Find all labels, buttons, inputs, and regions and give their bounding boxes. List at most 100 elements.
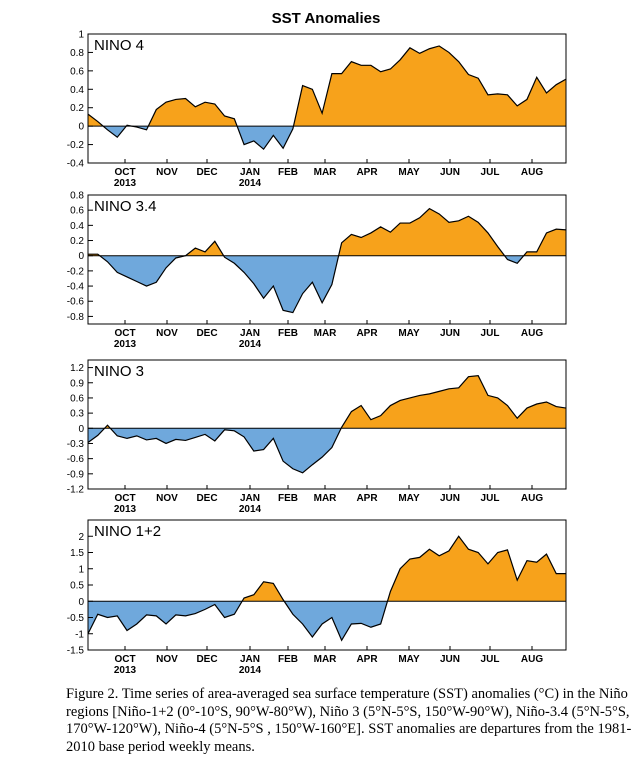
panel-nino-3-4: -0.8 -0.6 -0.4 -0.2 0 0.2 0.4 0.6 0.8 OCT NOV DEC JA…: [67, 191, 567, 350]
x-year-label: 2013: [114, 665, 137, 676]
panel-frame: [87, 359, 567, 490]
x-month-label: FEB: [278, 654, 298, 665]
x-month-label: MAR: [314, 493, 338, 504]
x-month-label: FEB: [278, 328, 298, 339]
x-month-label: JAN: [240, 654, 260, 665]
x-month-label: JUL: [481, 328, 500, 339]
y-tick-label: 1.2: [70, 363, 84, 374]
x-month-label: AUG: [521, 493, 543, 504]
x-month-label: DEC: [196, 654, 217, 665]
x-month-label: DEC: [196, 328, 217, 339]
x-month-label: MAY: [398, 493, 420, 504]
x-month-label: APR: [356, 328, 378, 339]
x-month-label: MAR: [314, 654, 338, 665]
x-month-label: JUN: [440, 167, 460, 178]
x-month-label: AUG: [521, 167, 543, 178]
x-month-label: OCT: [114, 654, 135, 665]
x-month-label: APR: [356, 493, 378, 504]
chart-title: SST Anomalies: [272, 10, 381, 27]
x-month-label: MAY: [398, 167, 420, 178]
x-year-label: 2014: [239, 504, 262, 515]
x-month-label: APR: [356, 167, 378, 178]
x-month-label: APR: [356, 654, 378, 665]
x-month-label: JUN: [440, 654, 460, 665]
y-tick-label: -0.5: [67, 613, 85, 624]
y-tick-label: -0.2: [67, 140, 85, 151]
y-tick-label: 0: [78, 251, 84, 262]
y-tick-label: 1.5: [70, 548, 84, 559]
x-month-label: NOV: [156, 654, 178, 665]
y-tick-label: -0.4: [67, 159, 85, 170]
x-month-label: NOV: [156, 167, 178, 178]
anomaly-line: [87, 375, 567, 474]
x-year-label: 2013: [114, 339, 137, 350]
y-tick-label: 0.9: [70, 378, 84, 389]
y-tick-label: -0.8: [67, 312, 85, 323]
panel-label: NINO 3.4: [94, 198, 157, 215]
panel-nino-3: -1.2 -0.9 -0.6 -0.3 0 0.3 0.6 0.9 1.2 OCT NOV DEC JA…: [67, 359, 567, 515]
x-month-label: FEB: [278, 167, 298, 178]
y-tick-label: 0.6: [70, 206, 84, 217]
y-tick-label: 0.4: [70, 221, 84, 232]
y-tick-label: 1: [78, 30, 84, 41]
panel-nino-4: -0.4 -0.2 0 0.2 0.4 0.6 0.8 1 OCT NOV DEC JAN FEB MAR…: [67, 30, 567, 189]
x-month-label: DEC: [196, 493, 217, 504]
panel-label: NINO 4: [94, 37, 144, 54]
y-tick-label: 0: [78, 424, 84, 435]
y-tick-label: -0.3: [67, 439, 85, 450]
x-year-label: 2014: [239, 178, 262, 189]
negative-anomaly-area: [88, 428, 342, 473]
x-month-label: FEB: [278, 493, 298, 504]
x-month-label: JUL: [481, 493, 500, 504]
y-tick-label: 0: [78, 597, 84, 608]
panel-frame: [87, 194, 567, 325]
x-month-label: NOV: [156, 493, 178, 504]
x-month-label: OCT: [114, 167, 135, 178]
y-tick-label: -1.2: [67, 485, 85, 496]
y-tick-label: -1: [75, 629, 84, 640]
panels: -0.4 -0.2 0 0.2 0.4 0.6 0.8 1 OCT NOV DEC JAN FEB MAR…: [67, 30, 567, 676]
negative-anomaly-area: [88, 255, 566, 313]
positive-anomaly-area: [88, 536, 566, 602]
y-tick-label: 0: [78, 122, 84, 133]
x-month-label: JAN: [240, 493, 260, 504]
figure-caption: Figure 2. Time series of area-averaged s…: [66, 686, 632, 755]
x-month-label: JUL: [481, 654, 500, 665]
x-month-label: NOV: [156, 328, 178, 339]
x-month-label: MAY: [398, 328, 420, 339]
y-tick-label: -1.5: [67, 646, 85, 657]
y-tick-label: 2: [78, 532, 84, 543]
x-month-label: AUG: [521, 328, 543, 339]
x-month-label: JAN: [240, 328, 260, 339]
x-month-label: OCT: [114, 493, 135, 504]
y-tick-label: 0.2: [70, 103, 84, 114]
positive-anomaly-area: [88, 375, 566, 429]
x-month-label: DEC: [196, 167, 217, 178]
x-month-label: JUN: [440, 493, 460, 504]
panel-label: NINO 3: [94, 363, 144, 380]
panel-label: NINO 1+2: [94, 523, 161, 540]
y-tick-label: 0.6: [70, 393, 84, 404]
x-year-label: 2013: [114, 178, 137, 189]
y-tick-label: 0.8: [70, 191, 84, 202]
panel-frame: [87, 33, 567, 164]
y-tick-label: -0.6: [67, 454, 85, 465]
x-month-label: JAN: [240, 167, 260, 178]
x-month-label: MAY: [398, 654, 420, 665]
x-year-label: 2013: [114, 504, 137, 515]
y-tick-label: -0.6: [67, 297, 85, 308]
x-year-label: 2014: [239, 339, 262, 350]
anomaly-line: [87, 535, 566, 642]
positive-anomaly-area: [88, 45, 566, 127]
x-month-label: OCT: [114, 328, 135, 339]
y-tick-label: 0.8: [70, 48, 84, 59]
x-month-label: JUL: [481, 167, 500, 178]
anomaly-line: [87, 45, 567, 151]
y-tick-label: 1: [78, 564, 84, 575]
y-tick-label: 0.6: [70, 66, 84, 77]
x-month-label: MAR: [314, 167, 338, 178]
y-tick-label: -0.2: [67, 266, 85, 277]
x-month-label: MAR: [314, 328, 338, 339]
x-month-label: JUN: [440, 328, 460, 339]
y-tick-label: 0.4: [70, 85, 84, 96]
